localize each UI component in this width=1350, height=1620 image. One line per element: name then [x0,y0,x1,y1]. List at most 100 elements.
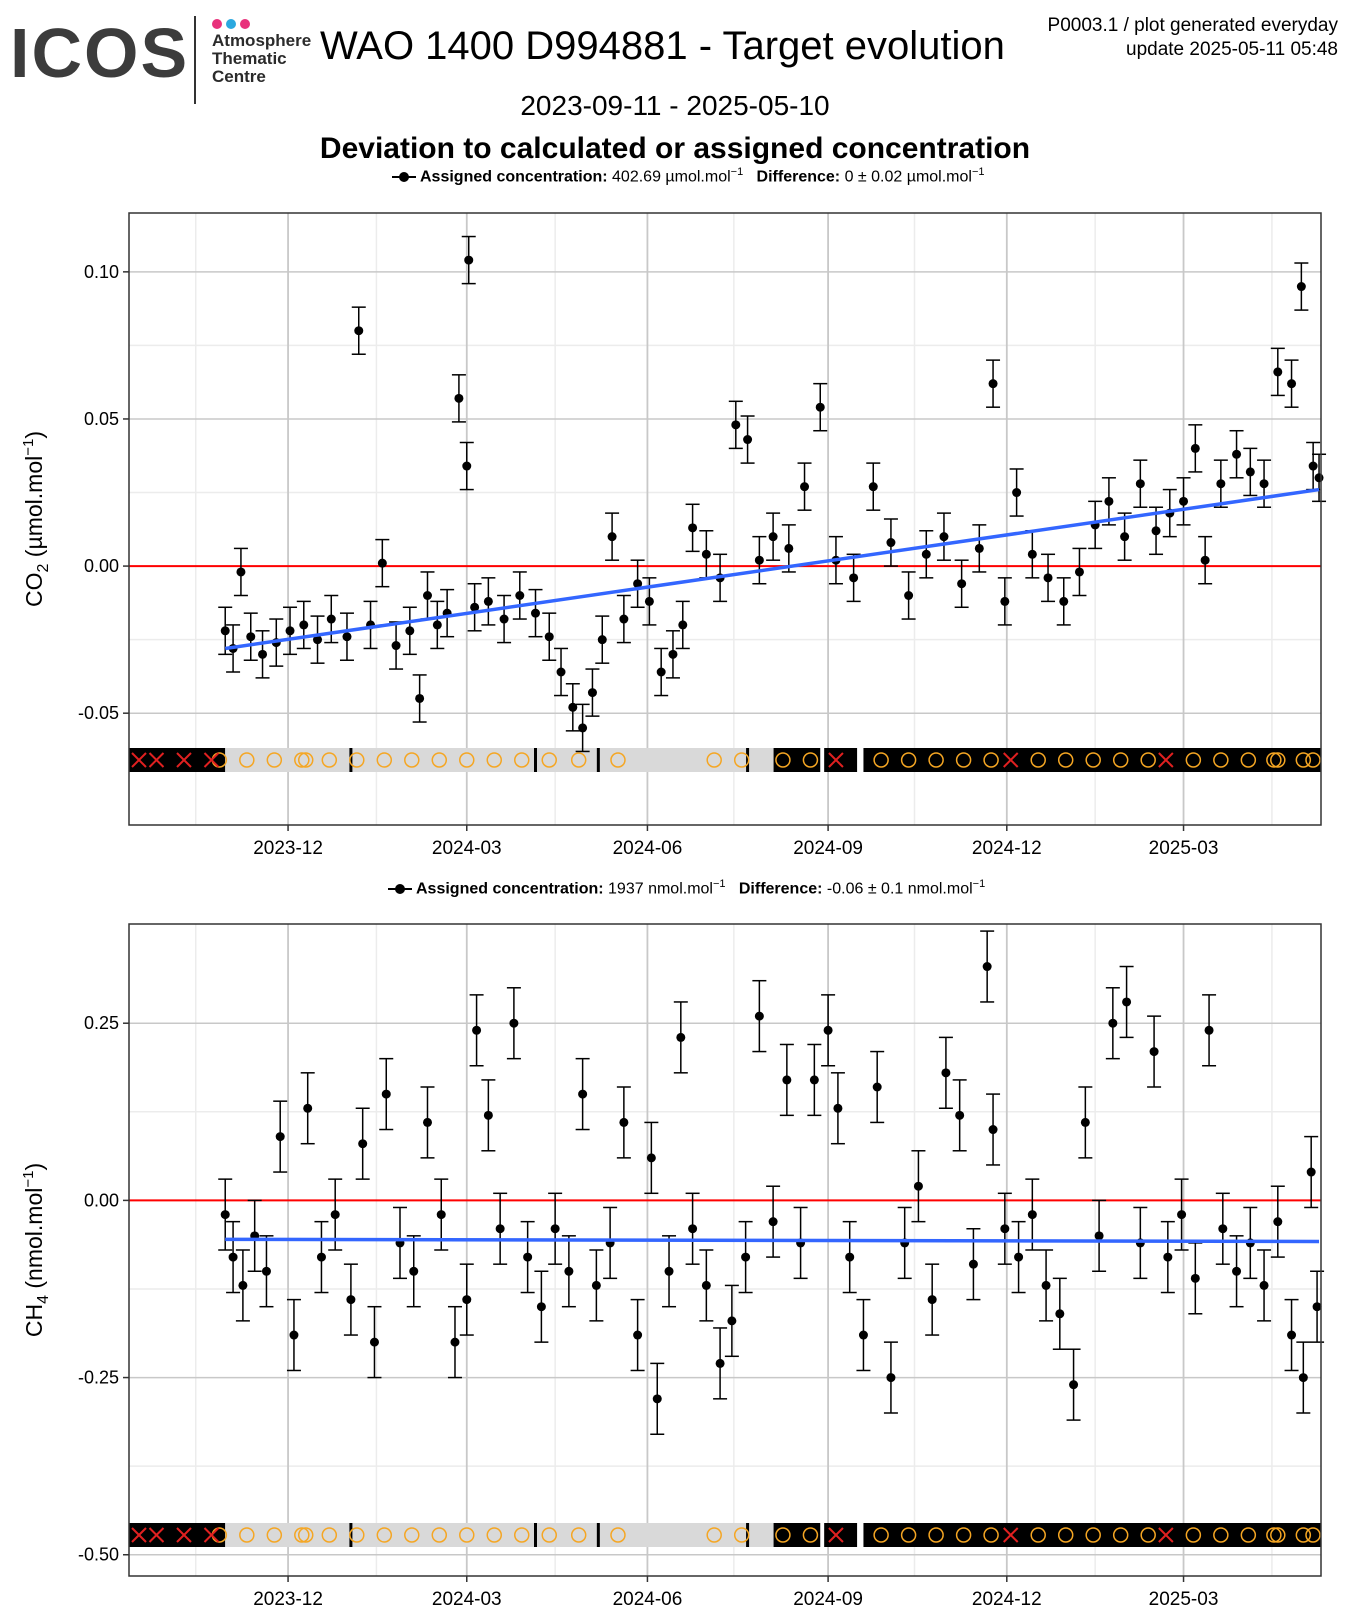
date-range: 2023-09-11 - 2025-05-10 [520,90,830,121]
flag-circle-marker [1057,752,1074,768]
y-axis-title-close: ) [21,1163,47,1171]
data-point-group [1312,453,1327,503]
flag-cross-marker [131,752,147,768]
data-point [464,255,474,265]
data-point-group [218,1178,233,1251]
flag-circle-marker [1057,1527,1074,1543]
data-point [768,1217,778,1227]
flag-circle-marker [239,1527,255,1543]
flag-circle-marker [404,752,420,768]
data-point-group [616,594,631,644]
data-point-group [925,1263,940,1336]
data-point [668,649,678,659]
data-point [313,635,323,645]
data-point-group [766,1185,781,1258]
data-point-group [938,1036,953,1110]
flag-block [225,748,776,772]
data-point [454,393,464,403]
data-point-group [1039,1249,1054,1322]
flag-cross-marker [148,752,165,768]
data-point [1069,1380,1079,1390]
flag-cross-stroke [1003,752,1019,768]
data-point [303,1103,313,1113]
flag-circle-marker [775,752,791,768]
y-axis-title-sub: 2 [35,564,52,573]
data-point-group [1147,1015,1162,1088]
data-point-group [630,1298,645,1372]
flag-circle-marker [1085,1527,1101,1543]
data-point [1041,1280,1051,1290]
data-point [1232,1266,1242,1276]
flag-circle-marker [514,752,530,768]
data-point [1177,1210,1187,1220]
data-point [858,1330,868,1340]
data-point [530,608,540,618]
data-point-group [1188,424,1203,473]
data-point-group [630,559,645,609]
x-tick-label: 2024-06 [613,1589,683,1610]
flag-circle-marker [733,752,750,768]
data-point-group [1284,1298,1299,1372]
data-point [405,626,415,636]
legend-key-point [392,171,416,183]
data-point [678,620,688,630]
data-point-group [699,530,714,579]
data-point-group [565,683,580,732]
logo-dot [212,19,222,29]
data-point [220,626,230,636]
data-point-group [986,1093,1001,1166]
data-point [556,667,566,677]
data-point [701,549,711,559]
logo-sub-line: Thematic [212,49,287,68]
flag-circle-marker [928,1527,944,1543]
data-point-group [842,1220,857,1294]
data-point-group [793,1206,808,1280]
data-point [432,620,442,630]
data-point-group [412,674,427,723]
y-tick-label: 0.00 [84,556,119,576]
data-point [591,1280,601,1290]
x-tick-label: 2024-03 [432,838,502,859]
data-point [1043,573,1053,583]
legend-difference-value: 0 ± 0.02 µmol.mol [844,168,972,186]
trend-line [224,487,1320,651]
data-point [1273,1217,1283,1227]
legend-assigned-sup: −1 [730,166,744,178]
flag-circle-marker [1185,752,1202,768]
flag-circle-marker [928,752,944,768]
data-point [872,1082,882,1092]
data-point-group [1072,547,1087,597]
flag-cross-stroke [1003,1527,1019,1543]
data-point [1287,379,1297,389]
data-point [1059,596,1069,606]
data-point [646,1153,656,1163]
data-point-group [665,630,680,679]
flag-cross-marker [203,752,220,768]
flag-circle-marker [802,752,819,768]
data-point [664,1266,674,1276]
data-point-group [469,994,484,1067]
x-tick-label: 2025-03 [1149,1589,1219,1610]
flag-circle-marker [297,1527,314,1543]
data-point-group [883,518,898,567]
x-tick-label: 2024-12 [972,838,1042,859]
data-point [544,632,554,642]
y-tick-label: -0.50 [78,1545,119,1565]
data-point [597,635,607,645]
data-point [228,1252,238,1262]
flag-circle-marker [775,1527,791,1543]
data-point-group [235,1249,250,1322]
data-point-group [1310,1270,1325,1343]
data-point-group [575,1057,590,1131]
data-point [886,1373,896,1383]
data-point [982,962,992,972]
data-point-group [255,630,270,679]
flag-circle-marker [486,752,503,768]
data-point-group [355,1107,370,1180]
data-point [1190,443,1200,453]
data-point [422,591,432,600]
data-point [1296,282,1306,292]
data-point [436,1210,446,1220]
data-point [727,1316,737,1326]
ch4-legend: Assigned concentration: 1937 nmol.mol−1 … [388,878,985,898]
